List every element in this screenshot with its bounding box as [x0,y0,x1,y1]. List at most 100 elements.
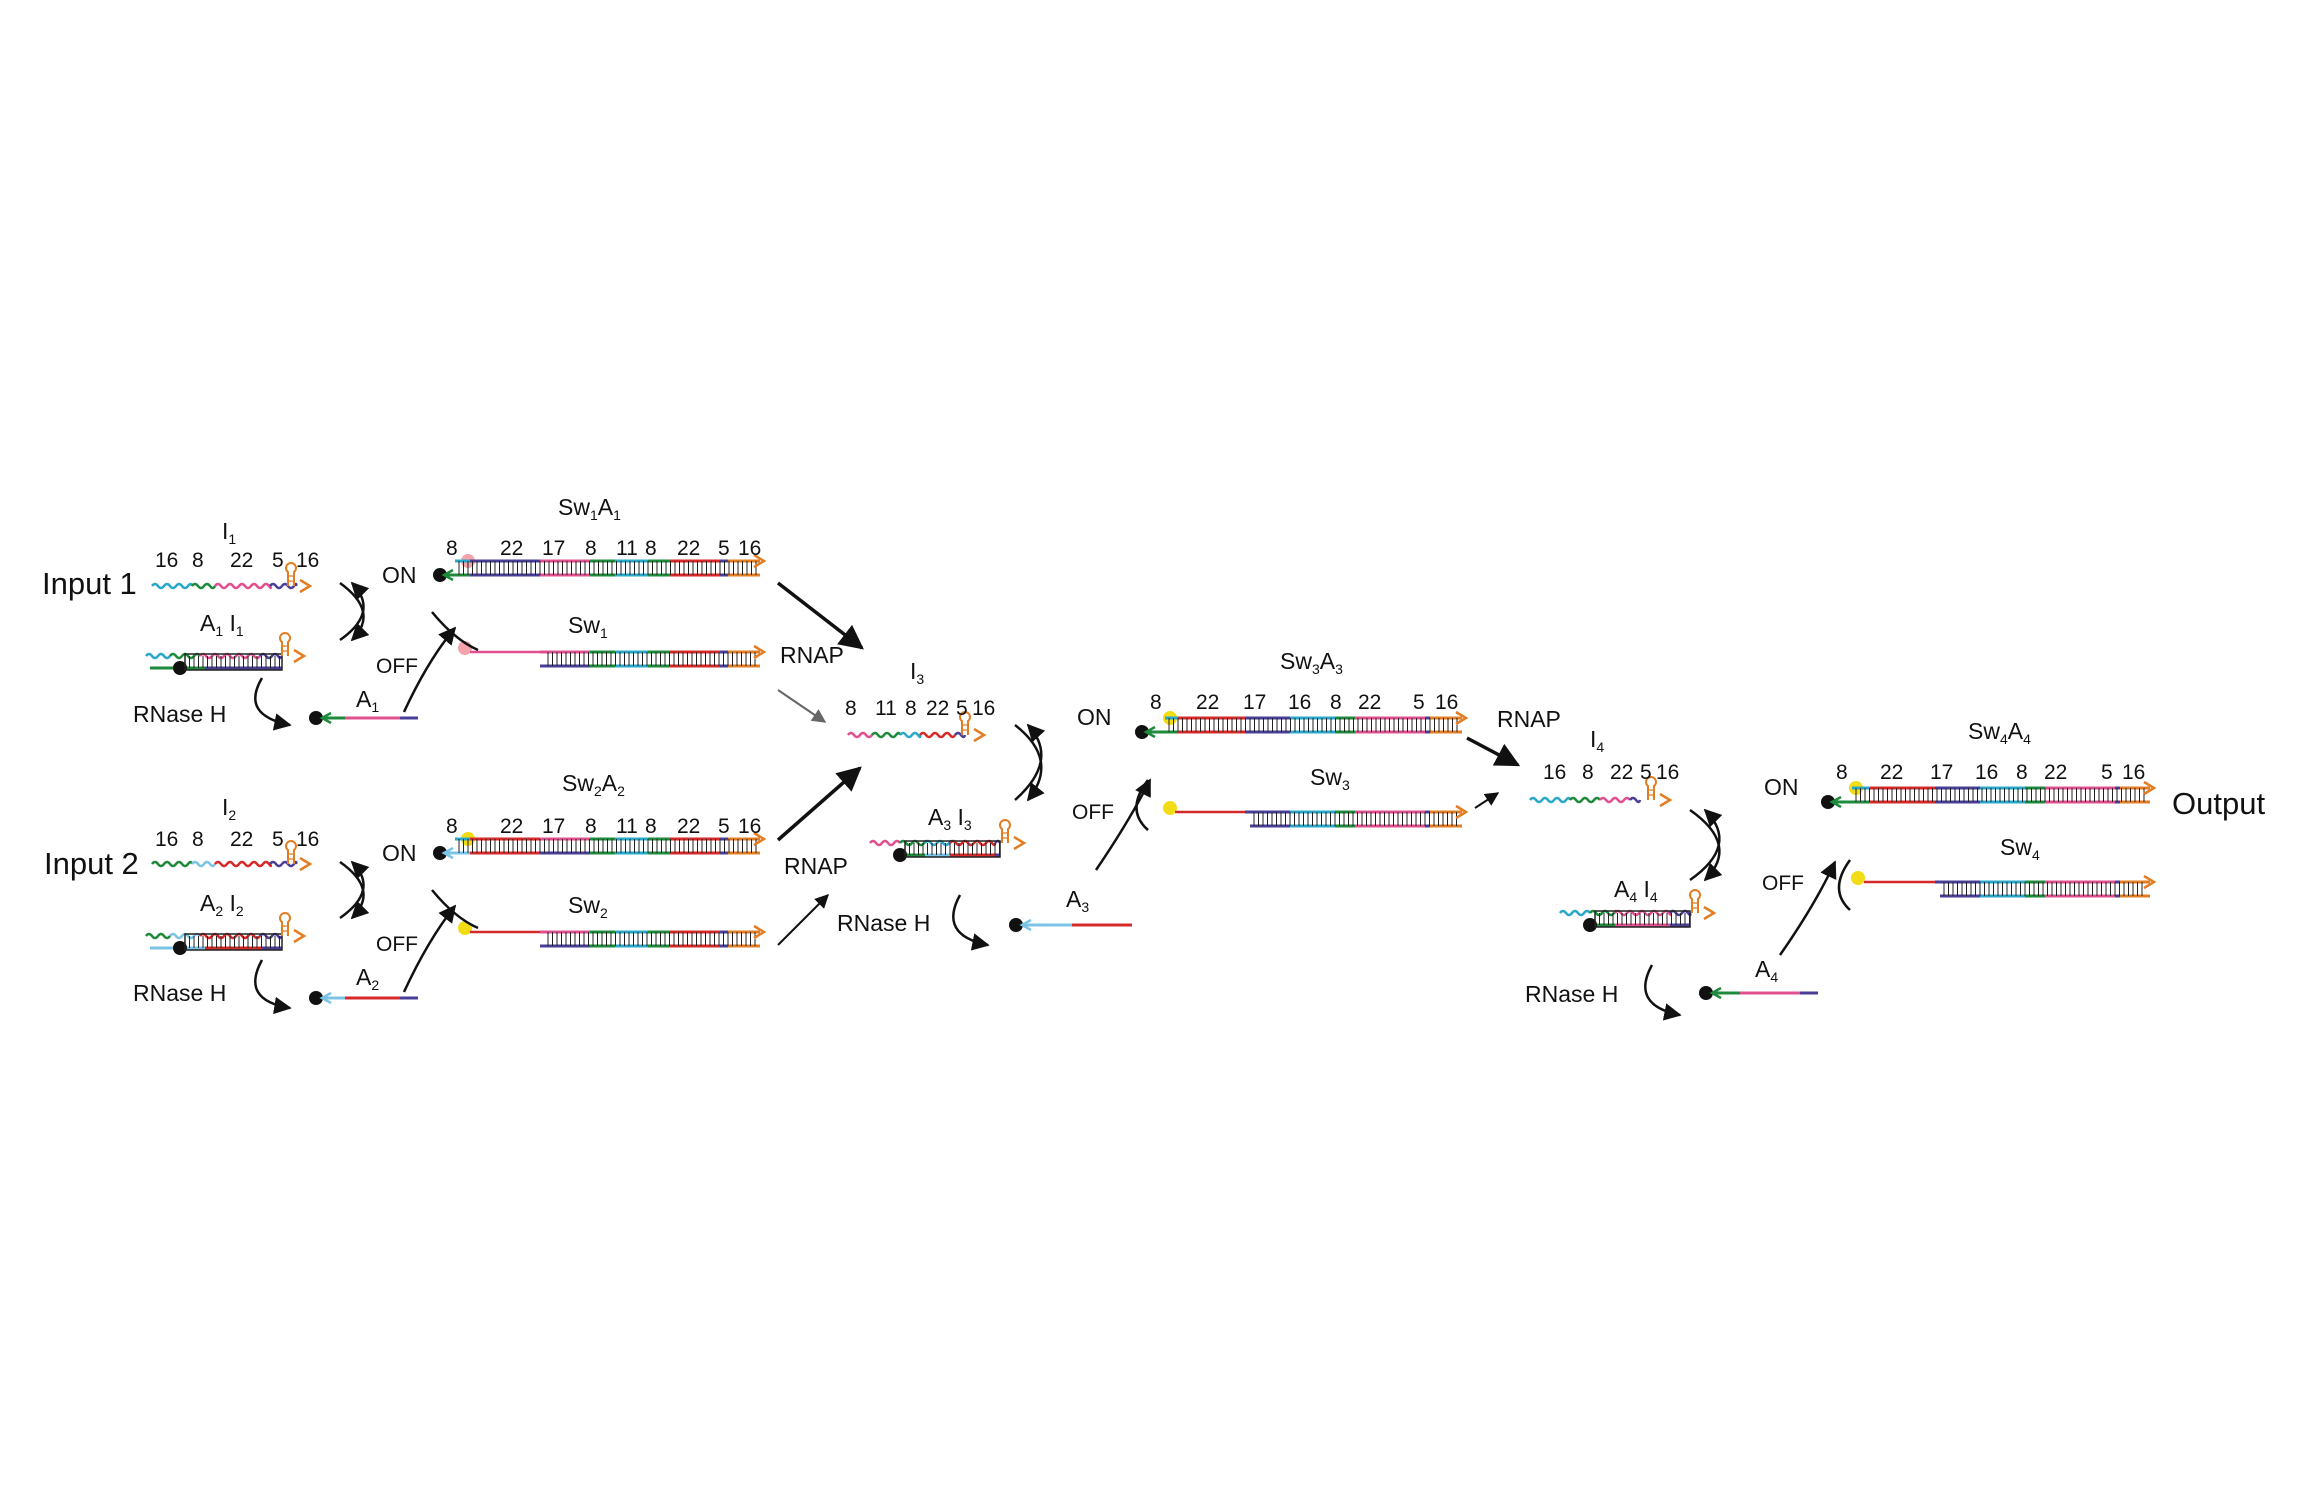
output-label: Output [2172,786,2266,821]
rna-segment [191,860,217,868]
domain-length-label: 5 [272,549,284,572]
rna-segment [954,731,967,739]
domain-length-label: 16 [296,549,320,572]
domain-length-label: 8 [845,697,857,720]
terminator-hairpin-icon [285,562,297,586]
rnase-h-label: RNase H [1525,981,1619,1007]
transcription-arrow [776,766,862,842]
species-label-i4: I4 [1590,726,1605,755]
domain-length-label: 16 [1435,691,1459,714]
curve-arrow [1837,859,1852,911]
hybrid-box [904,840,1001,858]
domain-length-label: 22 [1610,761,1634,784]
rna-segment [919,731,957,739]
domain-length-label: 22 [677,815,701,838]
domain-length-label: 5 [718,815,730,838]
quencher-dot [309,991,323,1005]
off-label: OFF [1072,801,1114,824]
domain-length-label: 8 [645,537,657,560]
terminator-hairpin-icon [1645,776,1657,800]
curve-arrow [952,894,990,951]
rna-segment [151,582,194,590]
strand-3prime-arrow [2143,780,2157,796]
strand-3prime-arrow [1455,804,1469,820]
curve-arrow [402,904,457,993]
terminator-hairpin-icon [288,853,294,860]
strand-3prime-arrow [1455,710,1469,726]
terminator-hairpin-icon [1648,789,1654,796]
domain-length-label: 5 [1413,691,1425,714]
domain-length-label: 16 [2122,761,2146,784]
strand-3prime-arrow [753,644,767,660]
input-1-label: Input 1 [42,566,137,601]
species-label-a2: A2 [356,964,380,993]
on-label: ON [1077,704,1112,730]
domain-length-label: 8 [192,549,204,572]
domain-length-label: 17 [1243,691,1267,714]
domain-length-label: 8 [645,815,657,838]
quencher-dot [433,846,447,860]
rna-segment [145,652,171,660]
quencher-dot [433,568,447,582]
rnap-label: RNAP [780,642,844,668]
curve-arrow [1014,723,1046,801]
terminator-hairpin-icon [288,575,294,582]
quencher-dot [1821,795,1835,809]
transcription-arrow [776,581,864,650]
curve-arrow [1644,964,1682,1021]
hybrid-box [1594,910,1691,928]
rnase-h-label: RNase H [837,910,931,936]
species-label-sw1-a1: Sw1A1 [558,494,621,523]
domain-length-label: 8 [1582,761,1594,784]
off-label: OFF [1762,872,1804,895]
strand-3prime-arrow [2143,874,2157,890]
rna-segment [151,860,194,868]
curve-arrow [254,959,292,1015]
rnap-label: RNAP [784,853,848,879]
species-label-i2: I2 [222,794,237,823]
strand-5prime-arrow [1829,795,1842,809]
rna-segment [1629,796,1642,804]
domain-length-label: 22 [926,697,950,720]
domain-length-label: 16 [1975,761,1999,784]
strand-3prime-arrow [973,727,987,743]
quencher-dot [1135,725,1149,739]
hybrid-box [184,653,283,671]
domain-length-label: 16 [296,828,320,851]
species-label-a3-i3: A3 I3 [928,804,972,833]
strand-3prime-arrow [1659,792,1673,808]
input-2-label: Input 2 [44,846,139,881]
curve-arrow [431,611,479,652]
strand-3prime-arrow [293,648,307,664]
species-label-sw3: Sw3 [1310,764,1350,793]
strand-3prime-arrow [753,831,767,847]
species-label-sw4-a4: Sw4A4 [1968,718,2031,747]
terminator-hairpin-icon [962,724,968,731]
rnase-h-label: RNase H [133,701,227,727]
species-label-sw2-a2: Sw2A2 [562,770,625,799]
rna-segment [145,932,171,940]
domain-length-label: 17 [1930,761,1954,784]
terminator-hairpin-icon [282,645,288,652]
terminator-hairpin-icon [285,840,297,864]
transcription-arrow [1466,736,1521,767]
strand-3prime-arrow [293,928,307,944]
domain-length-label: 8 [1150,691,1162,714]
curve-arrow [1094,778,1152,871]
species-label-a3: A3 [1066,886,1090,915]
domain-length-label: 16 [155,549,179,572]
domain-length-label: 16 [1543,761,1567,784]
domain-length-label: 16 [738,815,762,838]
quencher-dot [173,661,187,675]
on-label: ON [382,840,417,866]
strand-5prime-arrow [441,846,454,860]
domain-length-label: 22 [677,537,701,560]
rna-segment [269,582,283,590]
on-label: ON [1764,774,1799,800]
rna-segment [1559,909,1591,917]
domain-length-label: 11 [616,815,638,838]
rna-segment [869,839,901,847]
species-label-i1: I1 [222,518,237,547]
strand-3prime-arrow [753,924,767,940]
